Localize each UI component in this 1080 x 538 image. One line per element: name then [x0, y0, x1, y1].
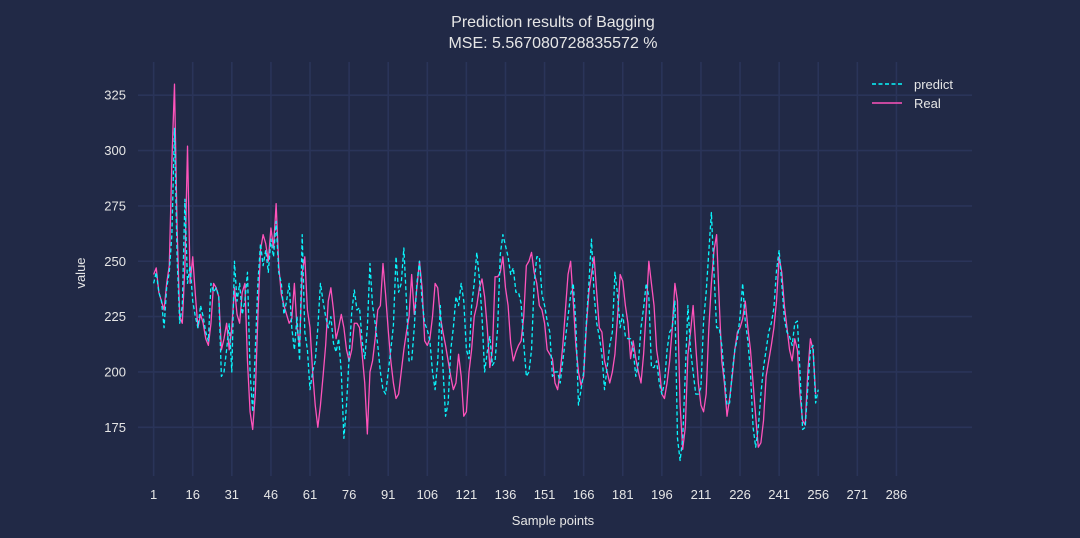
x-tick-label: 76 — [342, 487, 356, 502]
chart-subtitle: MSE: 5.567080728835572 % — [448, 35, 657, 52]
y-axis-label: value — [73, 257, 88, 288]
x-tick-label: 271 — [846, 487, 868, 502]
x-tick-label: 31 — [225, 487, 239, 502]
x-tick-label: 106 — [416, 487, 438, 502]
x-tick-label: 16 — [185, 487, 199, 502]
y-tick-label: 225 — [104, 309, 126, 324]
x-tick-label: 181 — [612, 487, 634, 502]
y-tick-label: 300 — [104, 143, 126, 158]
x-tick-label: 151 — [534, 487, 556, 502]
x-tick-label: 136 — [495, 487, 517, 502]
x-ticks: 1 16 31 46 61 76 91 106 121 136 151 166 181 196 211 226… — [150, 487, 907, 502]
legend: predict Real — [872, 77, 953, 111]
y-tick-label: 250 — [104, 254, 126, 269]
grid — [138, 62, 972, 476]
x-tick-label: 256 — [807, 487, 829, 502]
x-tick-label: 286 — [886, 487, 908, 502]
x-tick-label: 196 — [651, 487, 673, 502]
legend-label-predict: predict — [914, 77, 953, 92]
x-tick-label: 241 — [768, 487, 790, 502]
y-tick-label: 200 — [104, 364, 126, 379]
series-lines — [153, 83, 819, 462]
y-ticks: 175 200 225 250 275 300 325 — [104, 88, 126, 435]
y-tick-label: 275 — [104, 198, 126, 213]
chart-title: Prediction results of Bagging — [451, 14, 655, 31]
x-tick-label: 211 — [691, 487, 712, 502]
x-tick-label: 1 — [150, 487, 157, 502]
series-line-predict — [153, 127, 819, 462]
x-tick-label: 61 — [303, 487, 317, 502]
x-tick-label: 226 — [729, 487, 751, 502]
x-axis-label: Sample points — [512, 513, 595, 528]
series-line-real — [153, 83, 817, 451]
x-tick-label: 91 — [381, 487, 395, 502]
x-tick-label: 121 — [456, 487, 478, 502]
legend-label-real: Real — [914, 96, 941, 111]
y-tick-label: 175 — [104, 420, 126, 435]
x-tick-label: 166 — [573, 487, 595, 502]
x-tick-label: 46 — [264, 487, 278, 502]
y-tick-label: 325 — [104, 88, 126, 103]
